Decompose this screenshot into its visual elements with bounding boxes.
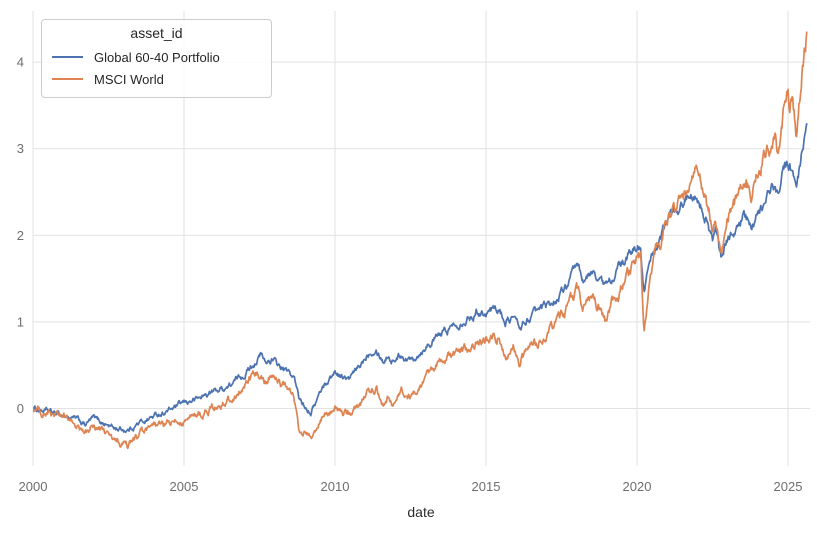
y-tick-label: 3	[17, 141, 24, 156]
x-axis-label: date	[407, 504, 434, 520]
legend-title: asset_id	[130, 25, 183, 41]
x-axis-tick-labels: 2000 2005 2010 2015 2020 2025	[19, 479, 803, 494]
legend-line-swatch-blue	[52, 56, 83, 58]
x-tick-label: 2010	[321, 479, 350, 494]
y-axis-tick-labels: 0 1 2 3 4	[17, 55, 24, 416]
x-tick-label: 2005	[170, 479, 199, 494]
series-line-portfolio	[33, 122, 808, 434]
legend: asset_id Global 60-40 Portfolio MSCI Wor…	[41, 19, 272, 98]
data-series-lines	[33, 31, 808, 450]
y-tick-label: 1	[17, 314, 24, 329]
y-tick-label: 0	[17, 401, 24, 416]
y-tick-label: 2	[17, 228, 24, 243]
x-tick-label: 2020	[623, 479, 652, 494]
legend-item-portfolio: Global 60-40 Portfolio	[52, 46, 261, 68]
series-line-msci-world	[33, 31, 808, 450]
legend-label: MSCI World	[94, 71, 164, 87]
x-tick-label: 2025	[774, 479, 803, 494]
x-tick-label: 2015	[472, 479, 501, 494]
legend-label: Global 60-40 Portfolio	[94, 49, 220, 65]
legend-item-msci-world: MSCI World	[52, 68, 261, 90]
y-tick-label: 4	[17, 55, 24, 70]
legend-line-swatch-orange	[52, 78, 83, 80]
x-tick-label: 2000	[19, 479, 48, 494]
